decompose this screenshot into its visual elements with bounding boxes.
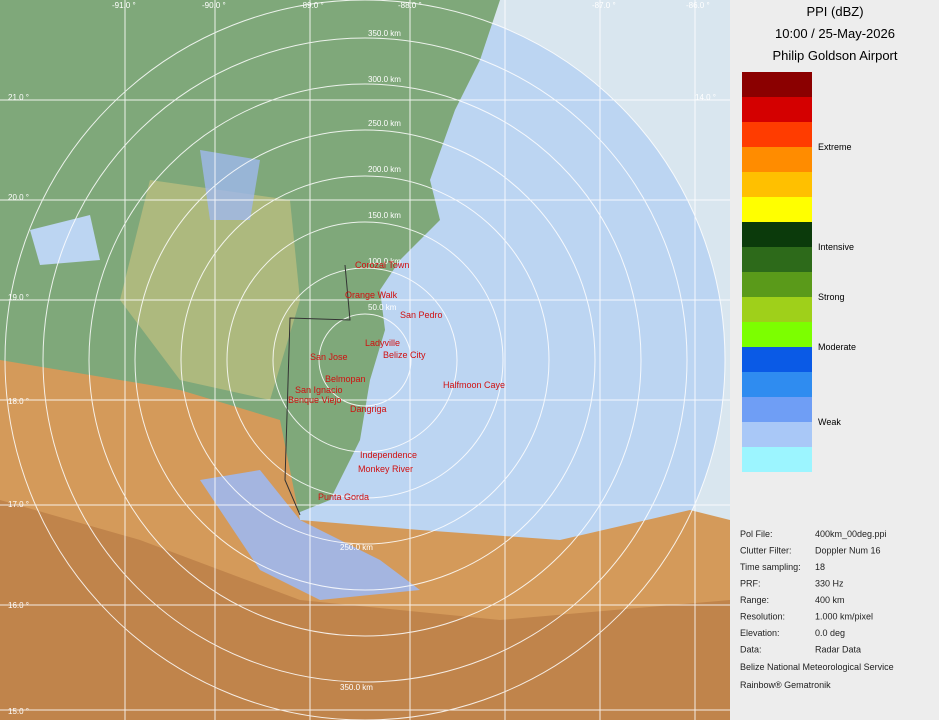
lon-label: -87.0 °	[592, 1, 616, 10]
town-label: San Jose	[310, 352, 348, 362]
info-table: Pol File: 400km_00deg.ppi Clutter Filter: D…	[740, 529, 887, 655]
town-label: Belize City	[383, 350, 426, 360]
town-label: Corozal Town	[355, 260, 409, 270]
lat-label: 17.0 °	[8, 500, 29, 509]
town-label: Benque Viejo	[288, 395, 341, 405]
lon-label: -91.0 °	[112, 1, 136, 10]
info-key: Data:	[740, 645, 762, 655]
lat-label: 16.0 °	[8, 601, 29, 610]
town-label: Monkey River	[358, 464, 413, 474]
legend-label: Strong	[818, 292, 845, 302]
lon-label: -88.0 °	[398, 1, 422, 10]
title: PPI (dBZ)	[806, 4, 863, 19]
info-key: Elevation:	[740, 628, 780, 638]
ring-label: 300.0 km	[368, 75, 401, 84]
ring-label: 50.0 km	[368, 303, 397, 312]
town-label: Punta Gorda	[318, 492, 369, 502]
town-label: San Ignacio	[295, 385, 343, 395]
info-value: Doppler Num 16	[815, 546, 881, 556]
town-label: Dangriga	[350, 404, 387, 414]
color-scale	[742, 72, 812, 472]
lon-label: -86.0 °	[686, 1, 710, 10]
legend-label: Moderate	[818, 342, 856, 352]
town-label: Ladyville	[365, 338, 400, 348]
ring-label: 150.0 km	[368, 211, 401, 220]
ring-label: 100.0 km	[368, 257, 401, 266]
lat-label: 21.0 °	[8, 93, 29, 102]
map: 350.0 km 300.0 km 250.0 km 200.0 km 150.…	[0, 0, 730, 720]
legend-label: Weak	[818, 417, 841, 427]
town-label: Belmopan	[325, 374, 366, 384]
lat-label: 14.0 °	[695, 93, 716, 102]
ring-label: 250.0 km	[368, 119, 401, 128]
org: Belize National Meteorological Service	[740, 662, 894, 672]
town-label: Independence	[360, 450, 417, 460]
info-value: 400km_00deg.ppi	[815, 529, 887, 539]
info-value: 0.0 deg	[815, 628, 845, 638]
info-value: Radar Data	[815, 645, 861, 655]
lon-label: -90.0 °	[202, 1, 226, 10]
info-key: PRF:	[740, 579, 761, 589]
software: Rainbow® Gematronik	[740, 680, 831, 690]
lat-label: 20.0 °	[8, 193, 29, 202]
lat-label: 18.0 °	[8, 397, 29, 406]
info-value: 400 km	[815, 595, 845, 605]
timestamp: 10:00 / 25-May-2026	[775, 26, 895, 41]
ring-label: 200.0 km	[368, 165, 401, 174]
site: Philip Goldson Airport	[772, 48, 897, 63]
info-value: 330 Hz	[815, 579, 844, 589]
town-label: San Pedro	[400, 310, 443, 320]
info-key: Resolution:	[740, 612, 785, 622]
legend-label: Intensive	[818, 242, 854, 252]
info-key: Range:	[740, 595, 769, 605]
lat-label: 15.0 °	[8, 707, 29, 716]
info-key: Pol File:	[740, 529, 773, 539]
ring-label: 250.0 km	[340, 543, 373, 552]
info-value: 1.000 km/pixel	[815, 612, 873, 622]
lon-label: -89.0 °	[300, 1, 324, 10]
info-key: Clutter Filter:	[740, 546, 792, 556]
info-value: 18	[815, 562, 825, 572]
lat-label: 19.0 °	[8, 293, 29, 302]
town-label: Orange Walk	[345, 290, 398, 300]
info-key: Time sampling:	[740, 562, 801, 572]
ring-label: 350.0 km	[340, 683, 373, 692]
legend-label: Extreme	[818, 142, 852, 152]
ring-label: 350.0 km	[368, 29, 401, 38]
town-label: Halfmoon Caye	[443, 380, 505, 390]
